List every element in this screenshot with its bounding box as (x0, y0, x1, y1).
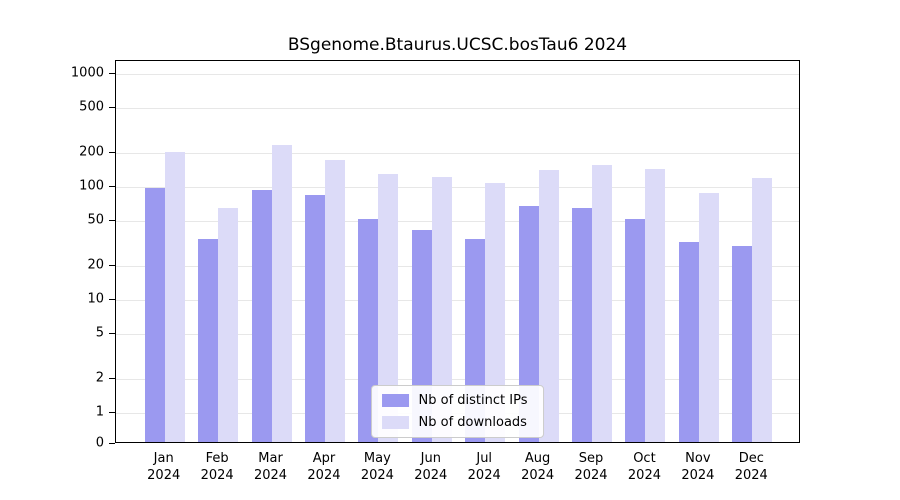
bar-downloads-aug (538, 170, 559, 442)
x-tick-label-month: May (363, 451, 391, 466)
bar-downloads-oct (645, 168, 666, 442)
y-tick-label-500: 500 (79, 99, 104, 115)
y-tick-mark-50 (109, 220, 115, 222)
gridline-2 (116, 378, 799, 380)
bar-downloads-may (378, 174, 399, 442)
gridline-100 (116, 187, 799, 188)
bar-distinct-ips-apr (304, 194, 325, 442)
legend-swatch-downloads (381, 416, 409, 429)
x-tick-label-nov: Nov 2024 (671, 450, 724, 484)
plot-area: Nb of distinct IPs Nb of downloads (115, 60, 800, 443)
gridline-200 (116, 152, 799, 154)
x-tick-label-jul: Jul 2024 (458, 450, 511, 484)
y-tick-mark-0 (109, 443, 115, 444)
bar-distinct-ips-dec (732, 245, 753, 442)
x-tick-label-month: Nov (685, 451, 711, 466)
y-tick-label-1: 1 (95, 404, 104, 420)
x-tick-label-month: Aug (524, 451, 551, 466)
x-tick-label-mar: Mar 2024 (244, 450, 297, 484)
x-tick-label-oct: Oct 2024 (618, 450, 671, 484)
bar-downloads-feb (218, 208, 239, 442)
x-tick-label-year: 2024 (681, 468, 715, 483)
x-tick-label-month: Mar (258, 451, 283, 466)
x-tick-label-year: 2024 (360, 468, 394, 483)
x-tick-label-year: 2024 (574, 468, 608, 483)
x-tick-label-month: Dec (738, 451, 764, 466)
legend-label-distinct-ips: Nb of distinct IPs (418, 393, 528, 408)
bar-downloads-apr (324, 160, 345, 442)
bar-distinct-ips-aug (518, 206, 539, 442)
legend-swatch-distinct-ips (381, 394, 409, 407)
gridline-20 (116, 265, 799, 267)
x-tick-label-jun: Jun 2024 (404, 450, 457, 484)
x-tick-label-feb: Feb 2024 (190, 450, 243, 484)
bar-distinct-ips-mar (251, 190, 272, 442)
y-tick-mark-1 (109, 412, 115, 413)
gridline-1000 (116, 74, 799, 75)
y-tick-label-0: 0 (95, 435, 104, 451)
legend-label-downloads: Nb of downloads (418, 415, 527, 430)
y-tick-mark-500 (109, 107, 115, 109)
y-tick-label-5: 5 (95, 325, 104, 341)
gridline-5 (116, 334, 799, 336)
x-tick-label-dec: Dec 2024 (725, 450, 778, 484)
y-tick-mark-1000 (109, 73, 115, 74)
bar-downloads-sep (592, 165, 613, 442)
x-tick-label-year: 2024 (200, 468, 234, 483)
gridline-10 (116, 300, 799, 301)
x-tick-label-jan: Jan 2024 (137, 450, 190, 484)
x-tick-label-month: Oct (633, 451, 656, 466)
x-tick-label-year: 2024 (734, 468, 768, 483)
legend-row-distinct-ips: Nb of distinct IPs (381, 393, 528, 408)
y-tick-label-50: 50 (87, 212, 104, 228)
bar-downloads-mar (271, 145, 292, 442)
x-tick-label-year: 2024 (307, 468, 341, 483)
y-tick-mark-5 (109, 333, 115, 335)
x-tick-label-may: May 2024 (351, 450, 404, 484)
bar-distinct-ips-jan (144, 187, 165, 442)
x-tick-label-month: Feb (205, 451, 229, 466)
y-tick-mark-200 (109, 151, 115, 153)
y-tick-mark-20 (109, 264, 115, 266)
bar-distinct-ips-feb (198, 239, 219, 442)
x-tick-label-month: Sep (578, 451, 604, 466)
y-tick-mark-2 (109, 377, 115, 379)
bar-downloads-dec (752, 178, 773, 442)
y-tick-label-100: 100 (79, 178, 104, 194)
x-tick-label-year: 2024 (627, 468, 661, 483)
legend-row-downloads: Nb of downloads (381, 415, 528, 430)
bar-distinct-ips-oct (625, 219, 646, 442)
x-tick-label-sep: Sep 2024 (564, 450, 617, 484)
x-tick-label-month: Jan (153, 451, 174, 466)
x-tick-label-month: Apr (312, 451, 336, 466)
y-tick-label-2: 2 (95, 370, 104, 386)
y-tick-label-10: 10 (87, 291, 104, 307)
x-tick-label-year: 2024 (521, 468, 555, 483)
gridline-500 (116, 108, 799, 110)
y-tick-label-200: 200 (79, 144, 104, 160)
bar-distinct-ips-nov (678, 242, 699, 442)
bar-downloads-jan (164, 152, 185, 442)
legend: Nb of distinct IPs Nb of downloads (370, 385, 545, 438)
x-tick-label-year: 2024 (253, 468, 288, 483)
y-tick-label-1000: 1000 (70, 65, 104, 81)
x-tick-label-year: 2024 (147, 468, 181, 483)
bar-downloads-nov (698, 192, 719, 442)
bar-downloads-jul (485, 182, 506, 442)
x-tick-label-apr: Apr 2024 (297, 450, 350, 484)
bar-distinct-ips-sep (572, 208, 593, 442)
y-tick-mark-100 (109, 186, 115, 187)
chart-title: BSgenome.Btaurus.UCSC.bosTau6 2024 (287, 35, 628, 55)
bar-downloads-jun (431, 176, 452, 442)
y-tick-label-20: 20 (87, 257, 104, 273)
x-tick-label-year: 2024 (414, 468, 448, 483)
x-tick-label-month: Jun (420, 451, 441, 466)
x-tick-label-year: 2024 (467, 468, 501, 483)
gridline-50 (116, 221, 799, 223)
x-tick-label-month: Jul (476, 451, 493, 466)
x-tick-label-aug: Aug 2024 (511, 450, 564, 484)
y-tick-mark-10 (109, 299, 115, 300)
